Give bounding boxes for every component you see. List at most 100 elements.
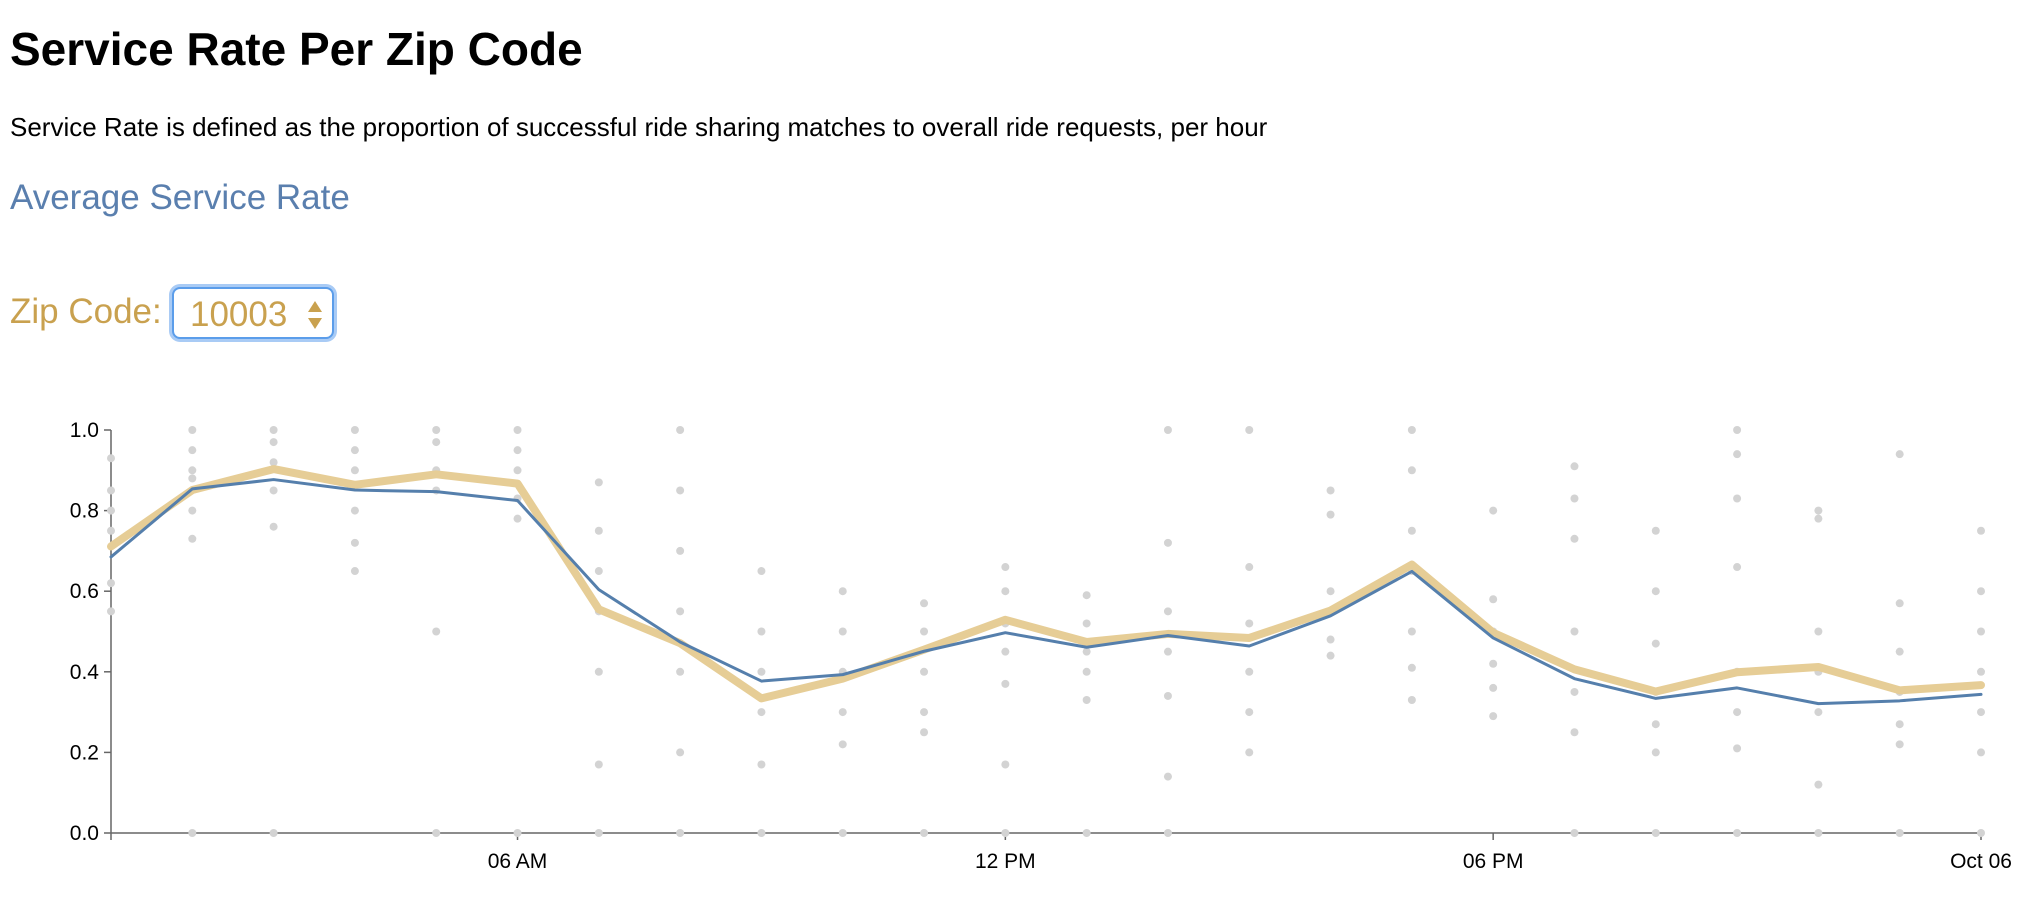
zip-point	[1570, 829, 1579, 837]
zip-point	[838, 587, 847, 596]
zip-point	[1651, 829, 1660, 837]
zip-point	[757, 567, 766, 576]
select-arrows	[308, 301, 322, 329]
zip-point	[107, 579, 115, 588]
zip-point	[1895, 720, 1904, 729]
zip-point	[188, 474, 197, 483]
zip-point	[1326, 486, 1335, 495]
zip-point	[757, 708, 766, 717]
zip-point	[1651, 639, 1660, 648]
zip-point	[269, 522, 278, 531]
zip-value[interactable]: 10003	[190, 295, 288, 334]
average-link[interactable]: Average Service Rate	[10, 178, 350, 217]
zip-point	[1651, 720, 1660, 729]
zip-point	[1082, 619, 1091, 628]
x-tick-label: 06 AM	[488, 850, 548, 873]
zip-point	[676, 748, 685, 757]
zip-point	[838, 708, 847, 717]
zip-point	[1570, 627, 1579, 636]
zip-point	[269, 426, 278, 434]
zip-point	[432, 829, 441, 837]
zip-point	[1163, 607, 1172, 616]
zip-point	[1570, 494, 1579, 503]
zip-point	[1489, 659, 1498, 668]
zip-point	[1407, 663, 1416, 672]
zip-point	[1001, 647, 1010, 656]
zip-point	[1407, 526, 1416, 535]
zip-point	[188, 829, 197, 837]
zip-point	[1001, 829, 1010, 837]
y-tick-label: 0.2	[70, 741, 99, 764]
zip-point	[1814, 514, 1823, 523]
zip-point	[1570, 534, 1579, 543]
zip-point	[513, 829, 522, 837]
zip-point	[1977, 526, 1985, 535]
zip-point	[1163, 772, 1172, 781]
zip-point	[838, 627, 847, 636]
zip-point	[107, 526, 115, 535]
zip-point	[107, 454, 115, 463]
zip-point	[1407, 696, 1416, 705]
zip-point	[1245, 619, 1254, 628]
zip-point	[432, 627, 441, 636]
x-tick-label: 06 PM	[1463, 850, 1524, 873]
zip-point	[1489, 506, 1498, 515]
zip-point	[594, 478, 603, 487]
zip-point	[1082, 829, 1091, 837]
zip-point	[594, 760, 603, 769]
zip-point	[676, 829, 685, 837]
zip-point	[107, 486, 115, 495]
zip-point	[1001, 563, 1010, 572]
x-tick-label: Oct 06	[1950, 850, 2012, 873]
zip-point	[1326, 651, 1335, 660]
zip-point	[1163, 426, 1172, 434]
zip-point	[1407, 627, 1416, 636]
zip-point	[188, 534, 197, 543]
zip-point	[757, 627, 766, 636]
zip-point	[1733, 708, 1742, 717]
zip-point	[269, 829, 278, 837]
zip-point	[838, 740, 847, 749]
zip-point	[676, 607, 685, 616]
zip-point	[1977, 748, 1985, 757]
zip-point	[1001, 679, 1010, 688]
zip-point	[920, 829, 929, 837]
zip-point	[757, 760, 766, 769]
zip-point	[350, 506, 359, 515]
zip-point	[676, 546, 685, 555]
zip-point	[676, 667, 685, 676]
y-tick-label: 0.6	[70, 580, 99, 603]
zip-point	[1163, 647, 1172, 656]
y-tick-label: 0.8	[70, 500, 99, 523]
zip-point	[1163, 538, 1172, 547]
zip-point	[1407, 426, 1416, 434]
zip-point	[432, 426, 441, 434]
zip-point	[350, 426, 359, 434]
zip-point	[269, 438, 278, 447]
zip-point	[1814, 627, 1823, 636]
zip-point	[107, 506, 115, 515]
zip-point	[1326, 587, 1335, 596]
zip-point	[1733, 563, 1742, 572]
zip-point	[676, 426, 685, 434]
zip-point	[1245, 426, 1254, 434]
description: Service Rate is defined as the proportio…	[10, 112, 1268, 142]
zip-point	[269, 486, 278, 495]
zip-point	[1651, 748, 1660, 757]
zip-point	[1895, 450, 1904, 459]
zip-point	[1001, 587, 1010, 596]
zip-point	[350, 567, 359, 576]
zip-point	[1245, 563, 1254, 572]
zip-point	[513, 446, 522, 455]
zip-point	[350, 538, 359, 547]
zip-point	[188, 466, 197, 475]
zip-point	[1163, 691, 1172, 700]
zip-point	[1977, 667, 1985, 676]
zip-select[interactable]: 10003	[172, 287, 334, 339]
zip-point	[1733, 450, 1742, 459]
zip-point	[188, 426, 197, 434]
zip-point	[1163, 829, 1172, 837]
zip-point	[757, 829, 766, 837]
